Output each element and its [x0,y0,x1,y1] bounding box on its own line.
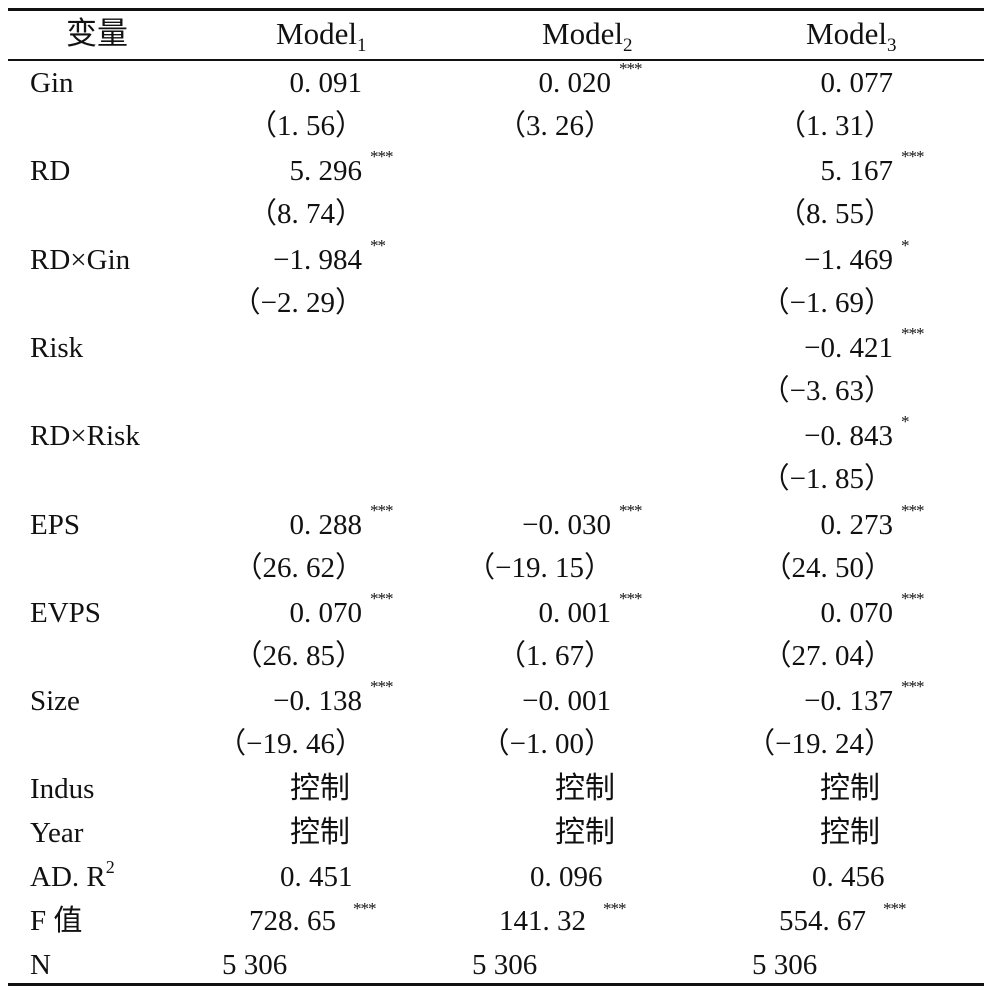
significance-stars: *** [370,589,393,608]
row-label-size: Size [30,685,80,717]
coefficient: −0. 843 [804,420,893,452]
significance-stars: *** [353,899,376,918]
significance-stars: *** [619,589,642,608]
t-statistic: （27. 04） [762,640,893,672]
significance-stars: *** [619,501,642,520]
control-indicator: 控制 [555,816,615,849]
row-label-year: Year [30,817,84,849]
row-label-rdgin: RD×Gin [30,244,131,276]
significance-stars: *** [901,147,924,166]
row-label-f-value: F 值 [30,905,83,937]
t-statistic: （1. 31） [776,110,893,142]
adj-r2-value: 0. 456 [812,861,885,893]
row-label-adj-r2: AD. R2 [30,857,115,893]
t-statistic: （1. 56） [247,110,364,142]
control-indicator: 控制 [555,772,615,805]
coefficient: −0. 421 [804,332,893,364]
t-statistic: （−2. 29） [231,287,364,319]
header-variable: 变量 [66,16,128,51]
significance-stars: *** [901,589,924,608]
t-statistic: （−3. 63） [760,375,893,407]
coefficient: 5. 167 [820,155,894,187]
t-statistic: （3. 26） [496,110,613,142]
coefficient: −1. 469 [804,244,893,276]
significance-stars: ** [370,236,386,255]
significance-stars: *** [901,324,924,343]
coefficient: −0. 030 [522,509,611,541]
f-value: 141. 32 [499,905,586,937]
t-statistic: （26. 62） [233,552,364,584]
control-indicator: 控制 [290,772,350,805]
significance-stars: *** [370,147,393,166]
coefficient: −0. 138 [273,685,362,717]
t-statistic: （−19. 46） [217,728,364,760]
top-rule [8,8,984,11]
observation-count: 5 306 [222,949,288,981]
coefficient: 5. 296 [289,155,363,187]
f-value: 554. 67 [779,905,866,937]
observation-count: 5 306 [752,949,818,981]
row-label-gin: Gin [30,67,74,99]
row-label-n: N [30,949,51,981]
row-label-risk: Risk [30,332,84,364]
header-rule [8,59,984,61]
coefficient: 0. 091 [289,67,363,99]
coefficient: 0. 070 [289,597,363,629]
significance-stars: *** [901,501,924,520]
coefficient: 0. 001 [538,597,612,629]
control-indicator: 控制 [290,816,350,849]
t-statistic: （−1. 00） [480,728,613,760]
significance-stars: *** [883,899,906,918]
bottom-rule [8,983,984,986]
observation-count: 5 306 [472,949,538,981]
significance-stars: *** [603,899,626,918]
row-label-evps: EVPS [30,597,101,629]
coefficient: −0. 001 [522,685,611,717]
coefficient: 0. 288 [289,509,363,541]
t-statistic: （8. 74） [247,198,364,230]
coefficient: 0. 077 [820,67,894,99]
significance-stars: *** [901,677,924,696]
control-indicator: 控制 [820,816,880,849]
coefficient: 0. 020 [538,67,612,99]
adj-r2-value: 0. 451 [280,861,353,893]
adj-r2-value: 0. 096 [530,861,603,893]
t-statistic: （8. 55） [776,198,893,230]
f-value: 728. 65 [249,905,336,937]
coefficient: −1. 984 [273,244,362,276]
significance-stars: *** [619,59,642,78]
coefficient: −0. 137 [804,685,893,717]
header-model-3: Model3 [806,16,897,56]
t-statistic: （26. 85） [233,640,364,672]
t-statistic: （24. 50） [762,552,893,584]
header-model-1: Model1 [276,16,367,56]
t-statistic: （−19. 15） [466,552,613,584]
t-statistic: （−1. 85） [760,463,893,495]
row-label-rd: RD [30,155,71,187]
header-model-2: Model2 [542,16,633,56]
row-label-rdrisk: RD×Risk [30,420,140,452]
t-statistic: （−1. 69） [760,287,893,319]
row-label-eps: EPS [30,509,80,541]
t-statistic: （−19. 24） [746,728,893,760]
significance-stars: * [901,236,909,255]
row-label-indus: Indus [30,773,95,805]
significance-stars: * [901,412,909,431]
t-statistic: （1. 67） [496,640,613,672]
control-indicator: 控制 [820,772,880,805]
coefficient: 0. 070 [820,597,894,629]
coefficient: 0. 273 [820,509,894,541]
significance-stars: *** [370,677,393,696]
significance-stars: *** [370,501,393,520]
